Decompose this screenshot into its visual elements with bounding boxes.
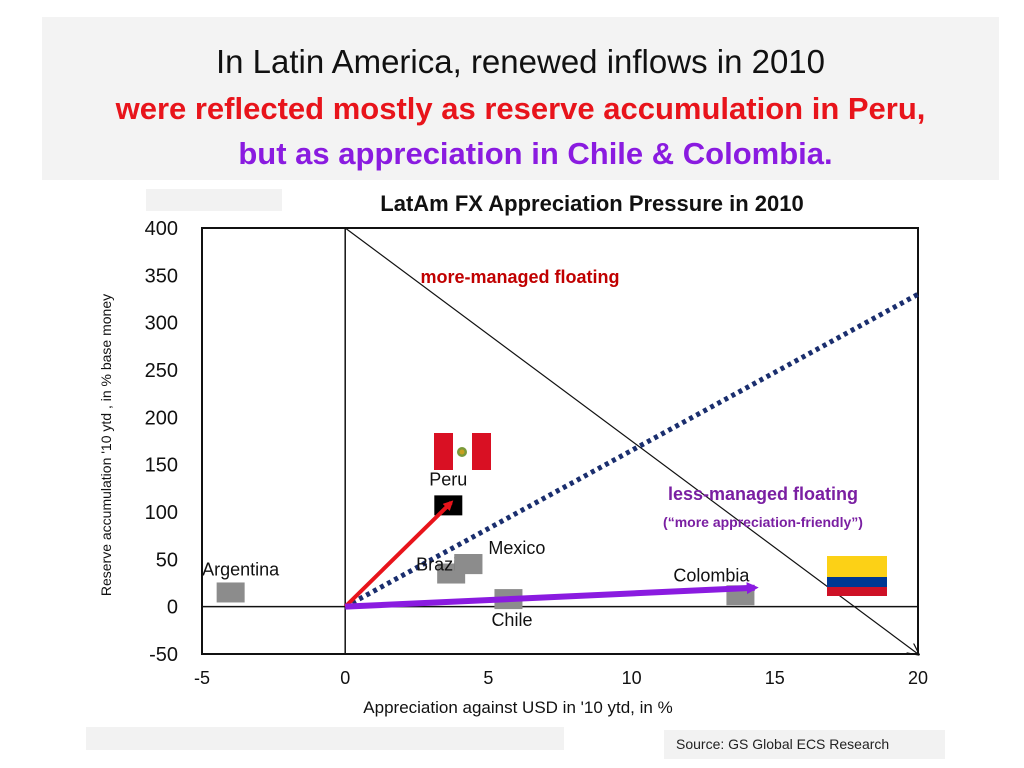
y-tick-label: 350 (145, 265, 178, 287)
x-tick-label: 0 (340, 668, 350, 688)
x-tick-label: 15 (765, 668, 785, 688)
marker-chile (494, 589, 523, 610)
y-tick-label: 0 (167, 597, 178, 619)
annotation-less-managed: less-managed floating (668, 484, 858, 504)
point-label-peru: Peru (429, 469, 467, 489)
marker-unlabeled (454, 554, 483, 575)
y-tick-label: 250 (145, 360, 178, 382)
dotted-diagonal-line (344, 292, 920, 609)
arrow-to-peru (343, 500, 454, 609)
y-axis-label: Reserve accumulation '10 ytd , in % base… (98, 294, 114, 596)
pale-bar-top (146, 189, 282, 211)
marker-argentina (216, 582, 245, 603)
point-label-mexico: Mexico (488, 538, 545, 558)
title-line-2: were reflected mostly as reserve accumul… (115, 91, 926, 126)
title-box: In Latin America, renewed inflows in 201… (42, 17, 999, 180)
marker-peru (434, 495, 463, 516)
chart-marks: Argentina Brazil Mexico Chile Peru Colombia (202, 227, 920, 654)
x-tick-label: 20 (908, 668, 928, 688)
peru-flag-icon (434, 433, 491, 470)
x-tick-label: 10 (622, 668, 642, 688)
y-tick-label: 300 (145, 313, 178, 335)
y-tick-label: 150 (145, 455, 178, 477)
point-label-chile: Chile (491, 610, 532, 630)
x-tick-label: -5 (194, 668, 210, 688)
marker-brazil (437, 563, 466, 584)
colombia-flag-icon (827, 556, 887, 596)
point-label-argentina: Argentina (202, 559, 280, 579)
annotation-more-managed: more-managed floating (420, 267, 619, 287)
arrow-to-colombia (345, 582, 759, 610)
plot-frame (201, 227, 919, 655)
y-tick-label: 50 (156, 549, 178, 571)
y-tick-label: 400 (145, 218, 178, 240)
y-tick-label: 200 (145, 407, 178, 429)
title-line-1: In Latin America, renewed inflows in 201… (215, 43, 826, 80)
x-tick-label: 5 (483, 668, 493, 688)
point-label-brazil: Brazil (416, 555, 461, 575)
marker-colombia (726, 585, 755, 606)
point-label-colombia: Colombia (673, 565, 750, 585)
managed-boundary-line (344, 227, 918, 654)
title-line-3: but as appreciation in Chile & Colombia. (238, 136, 833, 171)
chart-title: LatAm FX Appreciation Pressure in 2010 (380, 191, 803, 216)
x-axis-label: Appreciation against USD in '10 ytd, in … (363, 698, 672, 717)
pale-bar-bottom (86, 727, 564, 750)
source-note: Source: GS Global ECS Research (664, 730, 945, 759)
marker-mexico (454, 554, 483, 575)
y-tick-label: -50 (149, 644, 178, 666)
annotation-less-managed-sub: (“more appreciation-friendly”) (663, 514, 863, 530)
plot-area (201, 227, 919, 655)
y-tick-label: 100 (145, 502, 178, 524)
